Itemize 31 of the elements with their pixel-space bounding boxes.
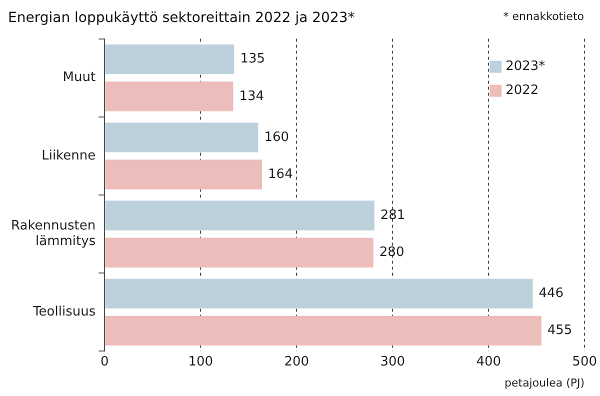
bar	[105, 82, 234, 112]
chart-title: Energian loppukäyttö sektoreittain 2022 ja 2023*	[8, 10, 355, 26]
y-tick-label: Rakennusten lämmitys	[10, 218, 96, 250]
data-label: 135	[240, 52, 266, 67]
text: * ennakkotieto	[503, 10, 584, 23]
data-label: 446	[538, 286, 564, 301]
data-label: 160	[264, 130, 290, 145]
y-tick-label: Teollisuus	[32, 304, 96, 320]
bar	[105, 122, 258, 152]
x-tick-label: 300	[380, 354, 406, 370]
bar	[105, 238, 374, 268]
bar	[105, 316, 542, 346]
x-tick-label: 500	[572, 354, 598, 370]
data-label: 164	[268, 166, 293, 182]
legend-label: 2022	[506, 83, 539, 98]
x-tick-label: 0	[100, 354, 109, 370]
x-axis-title: petajoulea (PJ)	[504, 376, 585, 390]
bar	[105, 160, 262, 190]
bar	[105, 200, 374, 230]
legend-label: 2023*	[506, 59, 546, 74]
y-tick-label: Liikenne	[42, 148, 96, 164]
bar	[105, 278, 533, 308]
bar	[105, 44, 234, 74]
x-tick-label: 400	[476, 354, 502, 370]
data-label: 281	[380, 208, 406, 223]
data-label: 280	[379, 244, 404, 260]
x-tick-label: 100	[188, 354, 214, 370]
data-label: 134	[239, 88, 264, 104]
x-tick-label: 200	[284, 354, 310, 370]
data-label: 455	[547, 323, 572, 338]
y-tick-label: Muut	[62, 70, 96, 86]
